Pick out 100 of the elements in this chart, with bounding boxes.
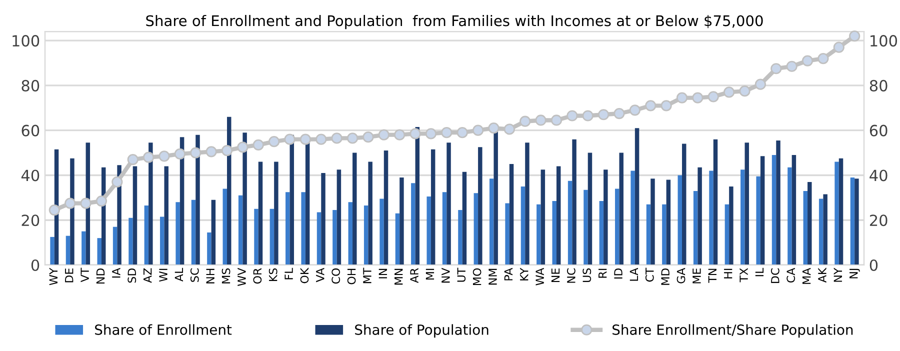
point xyxy=(660,100,672,112)
point xyxy=(284,134,296,145)
bar xyxy=(615,188,620,266)
bar xyxy=(599,201,604,266)
bar xyxy=(494,130,498,266)
bar xyxy=(222,188,227,266)
bar xyxy=(520,186,526,266)
x-tick-label: OR xyxy=(253,268,262,284)
point xyxy=(550,114,562,126)
x-tick-label: UT xyxy=(457,268,466,282)
x-tick-label: DE xyxy=(65,268,74,282)
legend-label: Share of Enrollment xyxy=(95,324,232,335)
x-tick-label: NM xyxy=(488,268,497,285)
point xyxy=(472,124,484,136)
point xyxy=(598,109,610,120)
bar xyxy=(301,192,306,266)
x-tick-label: NJ xyxy=(850,268,860,278)
chart-title: Share of Enrollment and Population from Families with Incomes at or Below $75,000 xyxy=(146,14,763,30)
bar xyxy=(854,178,859,266)
bar xyxy=(808,182,812,266)
bar xyxy=(803,190,808,266)
x-tick-label: CA xyxy=(786,268,796,283)
x-tick-label: WY xyxy=(49,268,58,286)
x-tick-label: CO xyxy=(332,268,340,284)
point xyxy=(206,146,217,158)
point xyxy=(331,132,342,144)
bar xyxy=(478,147,482,266)
bar xyxy=(97,238,102,266)
x-tick-label: MI xyxy=(426,268,434,280)
bar xyxy=(760,156,765,266)
y2-tick-label: 0 xyxy=(870,259,878,272)
bar xyxy=(604,170,608,266)
point xyxy=(410,128,421,140)
x-tick-label: WA xyxy=(536,268,544,286)
x-tick-label: PA xyxy=(504,268,512,280)
point xyxy=(456,127,468,138)
x-tick-label: TN xyxy=(708,268,716,283)
y-tick-label: 60 xyxy=(22,124,40,136)
bar xyxy=(823,194,828,266)
point xyxy=(566,110,578,122)
bar xyxy=(196,134,200,266)
bar xyxy=(698,167,702,266)
bar xyxy=(66,236,70,266)
bar xyxy=(380,198,384,266)
point xyxy=(425,128,437,140)
x-tick-label: VT xyxy=(80,268,89,282)
bar xyxy=(316,212,322,266)
bar xyxy=(442,192,447,266)
bar xyxy=(207,232,212,266)
bar xyxy=(792,155,796,266)
bar xyxy=(568,180,572,266)
x-tick-label: MN xyxy=(394,268,403,285)
bar xyxy=(364,206,368,266)
x-tick-label: US xyxy=(582,268,592,282)
bar xyxy=(242,132,247,266)
x-tick-label: MD xyxy=(661,268,670,285)
bar xyxy=(384,150,388,266)
bar xyxy=(756,176,760,266)
y2-tick-label: 40 xyxy=(870,170,888,182)
point xyxy=(362,132,374,143)
x-tick-label: OH xyxy=(347,268,356,284)
point xyxy=(520,116,531,127)
bar xyxy=(286,192,290,266)
point xyxy=(786,60,798,72)
x-tick-label: IN xyxy=(378,268,387,278)
point xyxy=(645,100,656,112)
bar xyxy=(238,195,243,266)
bar xyxy=(634,128,640,266)
x-tick-label: TX xyxy=(740,268,748,282)
bar xyxy=(834,162,839,266)
x-tick-label: KY xyxy=(520,268,528,280)
y2-tick-label: 100 xyxy=(870,35,898,47)
x-tick-label: DC xyxy=(770,268,780,284)
bar xyxy=(321,172,326,266)
x-tick-label: VA xyxy=(316,268,324,282)
bar xyxy=(148,142,153,266)
point xyxy=(300,134,312,145)
bar xyxy=(395,213,400,266)
y-tick-label: 40 xyxy=(21,170,40,182)
x-tick-label: CT xyxy=(645,268,654,282)
bar xyxy=(489,178,494,266)
bar xyxy=(352,152,357,266)
bar xyxy=(458,210,462,266)
x-tick-label: OK xyxy=(300,268,309,284)
point xyxy=(770,63,782,74)
x-tick-label: KS xyxy=(268,268,278,282)
bar xyxy=(258,162,263,266)
point xyxy=(676,92,688,104)
bar xyxy=(740,170,745,266)
bar xyxy=(525,142,530,266)
point xyxy=(692,92,704,104)
x-tick-label: FL xyxy=(284,268,293,280)
bar xyxy=(411,183,416,266)
y2-tick-label: 60 xyxy=(870,124,888,136)
bar xyxy=(588,152,592,266)
point xyxy=(614,108,625,120)
bar xyxy=(348,202,353,266)
bar xyxy=(666,180,671,266)
x-tick-label: MS xyxy=(222,268,230,284)
x-tick-label: LA xyxy=(630,268,638,281)
